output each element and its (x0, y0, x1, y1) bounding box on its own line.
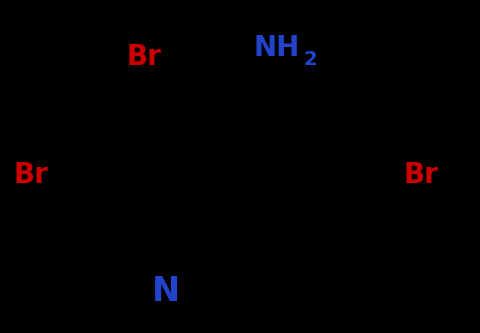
Text: NH: NH (253, 34, 299, 62)
Text: Br: Br (14, 161, 48, 189)
Text: 2: 2 (303, 50, 316, 70)
Text: Br: Br (403, 161, 437, 189)
Text: N: N (152, 275, 180, 308)
Text: Br: Br (127, 43, 161, 71)
